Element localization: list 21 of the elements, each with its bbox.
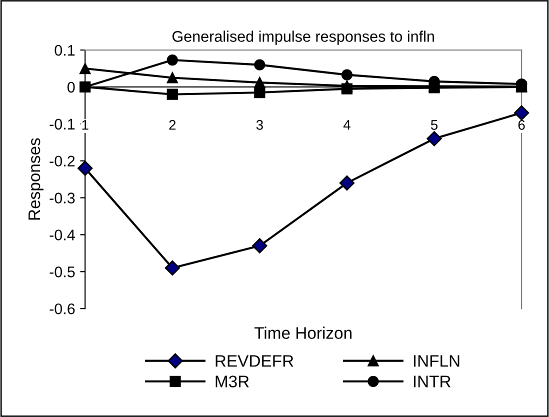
x-tick-label: 4 [343,120,350,130]
legend-label: INTR [414,376,451,388]
x-tick-label: 6 [518,120,525,130]
legend-label: REVDEFR [216,355,294,367]
chart-title: Generalised impulse responses to infln [172,30,434,45]
legend-label: M3R [216,376,249,388]
x-tick-label: 3 [256,120,263,130]
x-tick-label: 1 [82,120,88,130]
x-axis-title: Time Horizon [254,326,352,339]
x-tick-label: 2 [169,120,176,130]
y-tick-label: -0.5 [50,266,75,278]
y-tick-label: 0.1 [54,44,75,56]
legend-label: INFLN [414,355,460,367]
y-tick-label: -0.1 [50,118,75,130]
y-axis-title: Responses [28,138,44,220]
y-tick-label: -0.6 [50,303,75,314]
x-tick-label: 5 [430,120,438,130]
y-tick-label: -0.3 [50,192,75,204]
y-tick-label: -0.2 [50,156,75,167]
y-tick-label: -0.4 [50,230,75,240]
y-tick-label: 0 [67,82,75,93]
